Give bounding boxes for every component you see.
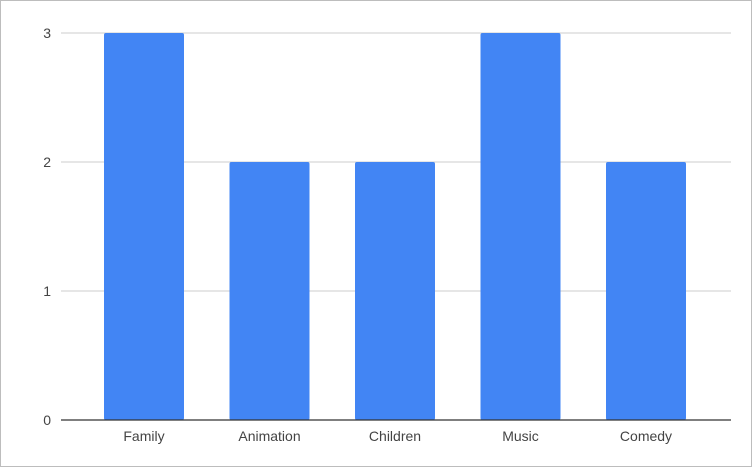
x-tick-label: Animation (238, 428, 300, 444)
y-tick-label: 2 (43, 154, 51, 170)
x-tick-label: Music (502, 428, 539, 444)
bar-children (355, 162, 435, 420)
bar-animation (229, 162, 310, 420)
x-tick-label: Family (123, 428, 164, 444)
y-axis-ticks: 0 1 2 3 (43, 25, 51, 428)
bar-music (480, 33, 561, 420)
bars (104, 33, 686, 420)
y-tick-label: 1 (43, 283, 51, 299)
x-tick-label: Children (369, 428, 421, 444)
y-tick-label: 3 (43, 25, 51, 41)
bar-family (104, 33, 184, 420)
y-tick-label: 0 (43, 412, 51, 428)
x-tick-label: Comedy (620, 428, 672, 444)
x-axis-ticks: Family Animation Children Music Comedy (123, 428, 672, 444)
bar-comedy (606, 162, 686, 420)
